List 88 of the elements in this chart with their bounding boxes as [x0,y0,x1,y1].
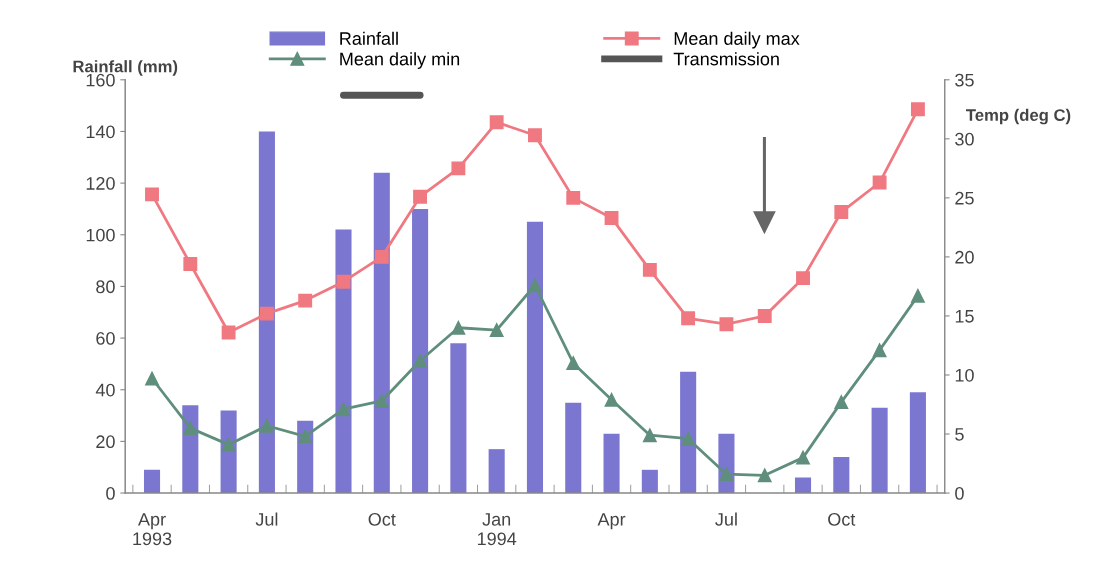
x-tick-label: Oct [368,512,396,526]
point [336,274,351,289]
point [604,210,619,225]
bar [450,343,467,494]
point [566,356,581,371]
point [910,288,925,303]
bar [335,229,352,494]
point [566,190,581,205]
y2-tick-label: 25 [955,191,974,205]
point [451,320,466,335]
point [757,308,772,323]
y-tick-label: 120 [86,177,115,190]
bar [794,477,812,494]
y2-tick-label: 35 [955,73,974,87]
point [642,428,657,443]
y2-tick-label: 20 [955,250,974,264]
point [604,392,619,407]
point [872,343,887,358]
y-tick-label: 60 [96,332,115,345]
point [489,323,504,338]
legend-label: Transmission [673,52,779,66]
point [374,394,389,408]
point [796,271,810,286]
point [183,421,198,436]
y2-tick-label: 5 [955,428,964,441]
y2-tick-label: 10 [955,368,974,382]
y-tick-label: 100 [86,228,115,242]
point [221,325,236,340]
bar [488,449,505,494]
y2-tick-label: 15 [955,310,974,323]
y2-axis-title: Temp (deg C) [966,108,1071,125]
bar [373,172,390,494]
point [528,128,542,143]
x-tick-label: Oct [828,512,856,526]
point [719,467,734,482]
y-tick-label: 0 [106,486,115,500]
y2-tick-label: 0 [955,486,964,500]
bar [641,469,658,494]
point [259,306,274,321]
bar [680,371,697,494]
point [145,371,159,386]
bar [258,131,275,494]
y-tick-label: 20 [96,435,115,449]
point [298,429,313,444]
point [451,161,466,176]
y-tick-label: 140 [86,125,115,139]
point [259,418,274,433]
point [910,102,925,117]
point [834,395,849,410]
point [719,317,734,332]
x-tick-label: Jul [715,512,737,526]
bar [220,410,237,494]
bar [143,469,161,494]
y-tick-label: 80 [96,280,115,294]
point [374,249,389,264]
point [221,437,236,452]
point [681,431,696,446]
point [681,311,696,326]
bar [565,402,582,494]
x-tick-label: Apr 1993 [133,513,172,546]
point [298,293,313,308]
bar [909,392,926,494]
x-tick-label: Jan 1994 [477,513,517,546]
legend-label: Mean daily max [674,31,800,49]
y2-tick-label: 30 [955,132,974,146]
point [413,353,428,368]
point [145,187,159,202]
point [413,189,428,204]
bar [603,433,620,494]
point [872,175,887,190]
point [183,257,198,271]
point [642,262,657,277]
point [834,205,849,219]
bar [833,456,850,494]
bar [412,208,429,494]
point [796,450,810,465]
x-tick-label: Apr [597,513,626,530]
y-tick-label: 160 [86,73,115,87]
bar [871,407,888,494]
legend-label: Mean daily min [340,52,460,69]
x-tick-label: Jul [255,512,278,526]
bar [526,221,543,494]
legend-label: Rainfall [340,31,398,45]
point [336,402,351,417]
point [757,468,772,483]
point [489,115,504,130]
y-tick-label: 40 [95,383,115,397]
point [528,278,542,293]
